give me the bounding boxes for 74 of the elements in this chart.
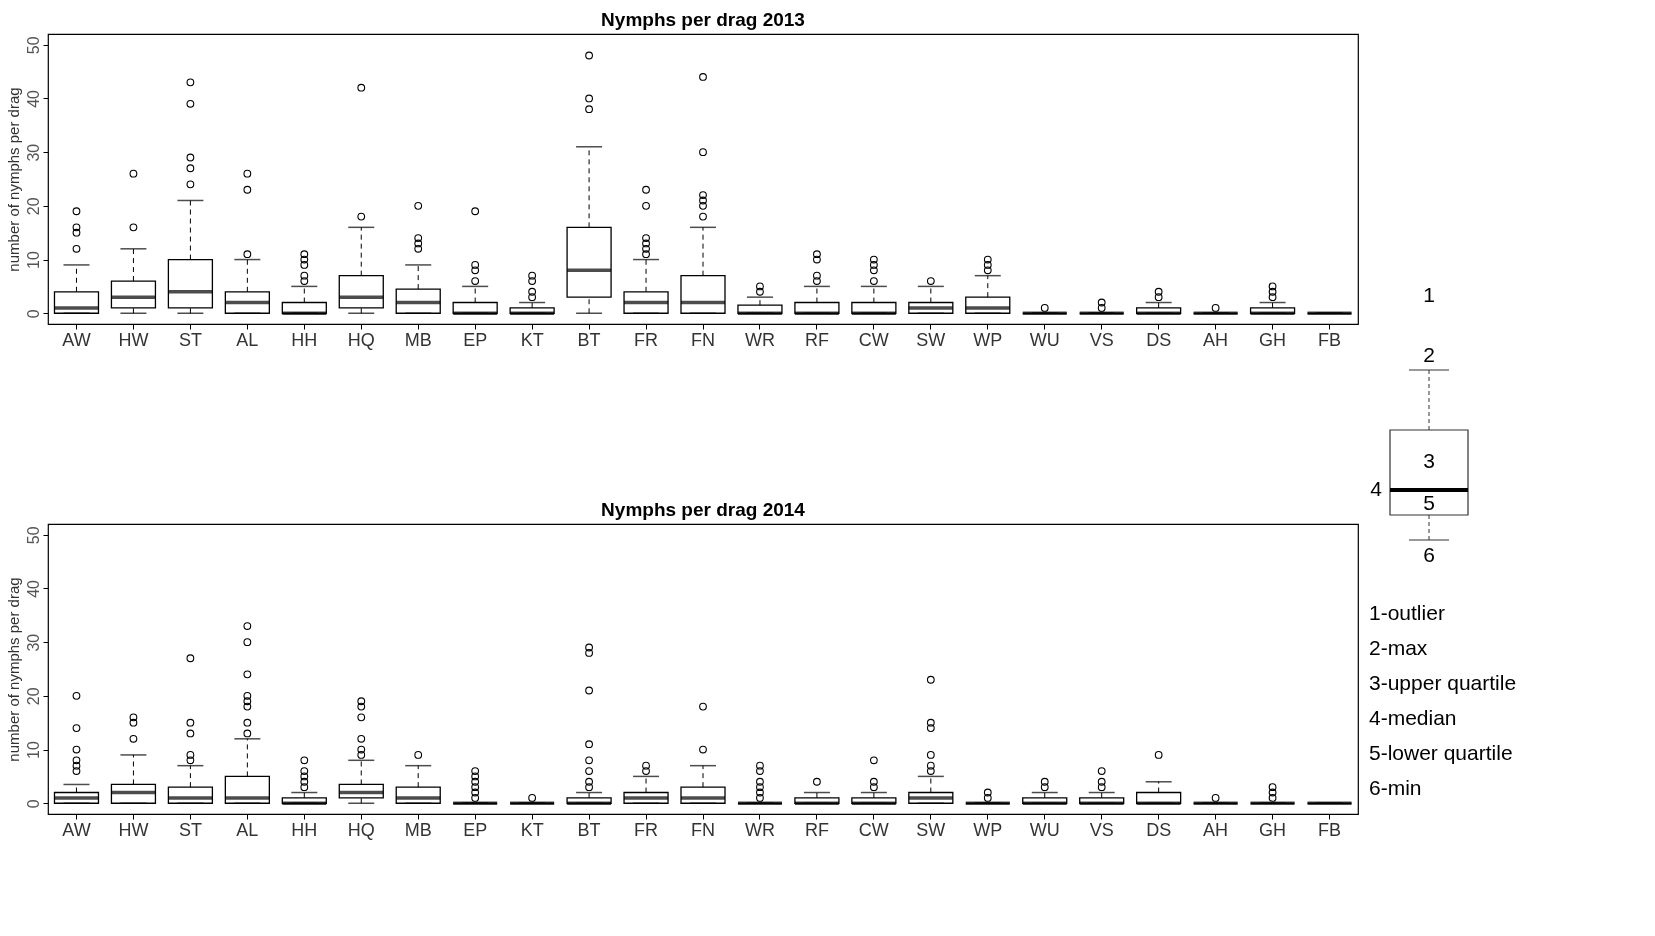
x-tick-label: WU [1029,819,1060,840]
x-tick-label: GH [1259,819,1287,840]
x-tick-label: HQ [347,819,375,840]
x-tick-label: RF [804,819,829,840]
x-tick-label: CW [858,819,889,840]
x-tick-label: EP [463,329,488,350]
x-tick-label: WP [973,819,1003,840]
text: 6-min [1369,776,1422,799]
text: 1 [1423,283,1435,306]
x-tick-label: DS [1146,819,1172,840]
chart-title: Nymphs per drag 2013 [601,9,805,30]
x-tick-label: HW [118,819,149,840]
x-tick-label: BT [577,329,601,350]
x-tick-label: FN [691,819,715,840]
text: 5 [1423,491,1435,514]
x-tick-label: ST [178,819,202,840]
text: 5-lower quartile [1369,741,1513,764]
y-tick-label: 40 [24,89,42,108]
x-tick-label: SW [916,329,946,350]
text: 3-upper quartile [1369,671,1517,694]
chart-title: Nymphs per drag 2014 [601,499,806,520]
x-tick-label: BT [577,819,601,840]
x-tick-label: DS [1146,329,1172,350]
x-tick-label: AL [236,819,259,840]
x-tick-label: HH [291,819,318,840]
y-tick-label: 20 [24,687,42,706]
x-tick-label: WR [744,819,775,840]
x-tick-label: SW [916,819,946,840]
x-tick-label: AW [62,329,91,350]
x-tick-label: CW [858,329,889,350]
text: 2 [1423,343,1435,366]
y-tick-label: 20 [24,197,42,216]
y-tick-label: 50 [24,36,42,55]
x-tick-label: WP [973,329,1003,350]
x-tick-label: AL [236,329,259,350]
x-tick-label: HW [118,329,149,350]
x-tick-label: FR [634,819,659,840]
x-tick-label: FB [1318,329,1342,350]
x-tick-label: RF [804,329,829,350]
x-tick-label: KT [520,329,544,350]
x-tick-label: HH [291,329,318,350]
text: 4-median [1369,706,1457,729]
x-tick-label: FN [691,329,715,350]
y-tick-label: 10 [24,741,42,759]
x-tick-label: GH [1259,329,1287,350]
x-tick-label: VS [1089,329,1114,350]
x-tick-label: WR [744,329,775,350]
text: 4 [1370,477,1383,500]
y-axis-title: number of nymphs per drag [4,577,22,762]
x-tick-label: VS [1089,819,1114,840]
y-tick-label: 30 [24,633,42,652]
y-tick-label: 40 [24,579,42,598]
text: 6 [1423,543,1435,566]
text: 3 [1423,449,1435,472]
y-axis-title: number of nymphs per drag [4,87,22,272]
y-tick-label: 50 [24,526,42,545]
y-tick-label: 0 [24,799,42,809]
x-tick-label: FB [1318,819,1342,840]
text: 1-outlier [1369,601,1445,624]
text: 2-max [1369,636,1428,659]
x-tick-label: MB [404,329,432,350]
x-tick-label: ST [178,329,202,350]
x-tick-label: KT [520,819,544,840]
y-tick-label: 10 [24,251,42,269]
x-tick-label: FR [634,329,659,350]
y-tick-label: 0 [24,309,42,319]
x-tick-label: EP [463,819,488,840]
x-tick-label: MB [404,819,432,840]
x-tick-label: AH [1203,819,1229,840]
y-tick-label: 30 [24,143,42,162]
x-tick-label: AH [1203,329,1229,350]
x-tick-label: HQ [347,329,375,350]
x-tick-label: WU [1029,329,1060,350]
x-tick-label: AW [62,819,91,840]
